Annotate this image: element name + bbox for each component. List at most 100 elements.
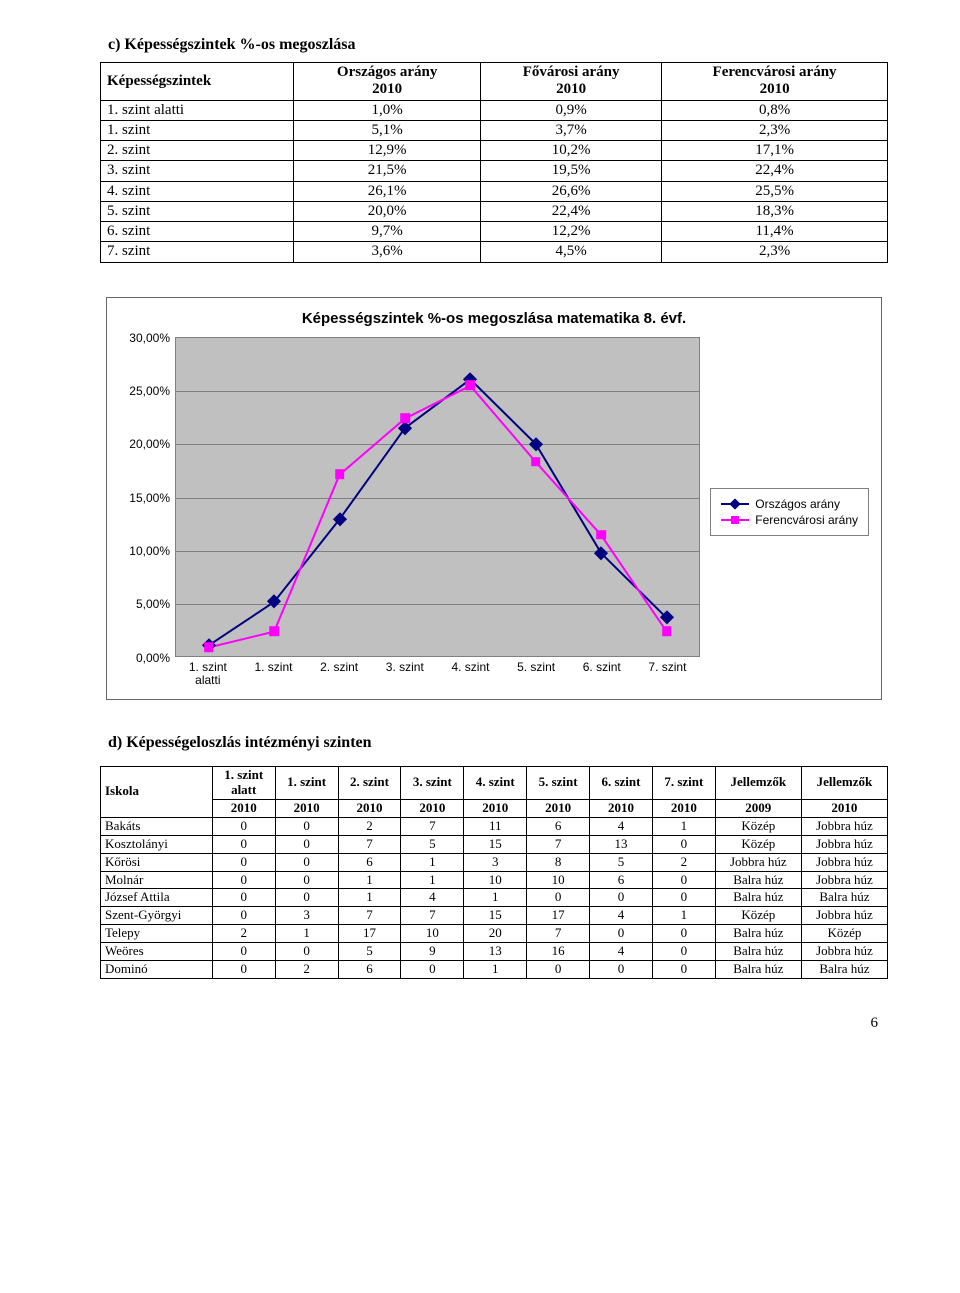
table2-header-bot: 2010 — [464, 799, 527, 817]
table2-cell: 3 — [464, 853, 527, 871]
table2-cell: Balra húz — [715, 889, 801, 907]
table2-cell: 0 — [652, 889, 715, 907]
table2-cell: 1 — [338, 889, 401, 907]
table2-cell: 6 — [527, 817, 590, 835]
table2-cell: Kosztolányi — [101, 835, 213, 853]
table2-cell: 0 — [275, 817, 338, 835]
table2-cell: Szent-Györgyi — [101, 907, 213, 925]
table1-cell: 7. szint — [101, 242, 294, 262]
table2-cell: 1 — [401, 871, 464, 889]
table1-cell: 4. szint — [101, 181, 294, 201]
table2-cell: 0 — [275, 889, 338, 907]
chart-plot: 0,00%5,00%10,00%15,00%20,00%25,00%30,00% — [175, 337, 700, 657]
table2-cell: 15 — [464, 835, 527, 853]
table2-cell: Jobbra húz — [801, 871, 887, 889]
table2-header-bot: 2010 — [590, 799, 653, 817]
table2-cell: Balra húz — [801, 961, 887, 979]
table2-cell: 0 — [652, 943, 715, 961]
section-c-title: c) Képességszintek %-os megoszlása — [108, 36, 888, 54]
table2-cell: 10 — [401, 925, 464, 943]
y-tick-label: 25,00% — [129, 384, 176, 398]
table1-cell: 1. szint — [101, 120, 294, 140]
table2-cell: 0 — [275, 871, 338, 889]
table2-cell: 2 — [652, 853, 715, 871]
table2-cell: Jobbra húz — [801, 907, 887, 925]
table2-cell: 13 — [464, 943, 527, 961]
table-skill-levels: KépességszintekOrszágos arány2010Főváros… — [100, 62, 888, 263]
table2-header-bot: 2010 — [801, 799, 887, 817]
y-tick-label: 5,00% — [136, 597, 176, 611]
table2-header-top: Jellemzők — [715, 766, 801, 799]
table2-header-bot: 2010 — [527, 799, 590, 817]
table2-cell: 0 — [275, 853, 338, 871]
table2-cell: 0 — [590, 925, 653, 943]
table1-cell: 0,8% — [662, 100, 888, 120]
table2-cell: József Attila — [101, 889, 213, 907]
table2-cell: 7 — [527, 835, 590, 853]
table1-cell: 3. szint — [101, 161, 294, 181]
table2-header-bot: 2010 — [212, 799, 275, 817]
table2-cell: 2 — [275, 961, 338, 979]
table2-header-bot: 2010 — [652, 799, 715, 817]
table2-cell: Jobbra húz — [801, 817, 887, 835]
chart-marker — [269, 626, 279, 636]
table2-cell: 10 — [464, 871, 527, 889]
table1-cell: 12,2% — [481, 222, 662, 242]
table1-header: Országos arány2010 — [294, 63, 481, 101]
table2-cell: 0 — [590, 961, 653, 979]
table1-cell: 22,4% — [481, 201, 662, 221]
table2-cell: 0 — [652, 925, 715, 943]
table2-cell: 2 — [212, 925, 275, 943]
table2-cell: Molnár — [101, 871, 213, 889]
table2-cell: Közép — [715, 907, 801, 925]
table2-cell: 1 — [652, 907, 715, 925]
y-tick-label: 10,00% — [129, 544, 176, 558]
table2-cell: Bakáts — [101, 817, 213, 835]
table2-cell: 0 — [212, 943, 275, 961]
chart-marker — [662, 626, 672, 636]
x-tick-label: 2. szint — [306, 661, 372, 687]
table2-cell: 17 — [527, 907, 590, 925]
table2-cell: Balra húz — [715, 925, 801, 943]
table2-cell: 4 — [590, 943, 653, 961]
table1-cell: 19,5% — [481, 161, 662, 181]
table2-cell: Weöres — [101, 943, 213, 961]
x-tick-label: 1. szint — [241, 661, 307, 687]
table2-cell: 4 — [590, 907, 653, 925]
table2-cell: 9 — [401, 943, 464, 961]
chart-area: 0,00%5,00%10,00%15,00%20,00%25,00%30,00%… — [119, 337, 869, 687]
table2-cell: 0 — [212, 853, 275, 871]
table2-cell: 6 — [338, 853, 401, 871]
table1-header: Ferencvárosi arány2010 — [662, 63, 888, 101]
table2-cell: 2 — [338, 817, 401, 835]
table1-cell: 5,1% — [294, 120, 481, 140]
table2-cell: 1 — [401, 853, 464, 871]
table1-cell: 1. szint alatti — [101, 100, 294, 120]
table1-cell: 26,1% — [294, 181, 481, 201]
table2-cell: 7 — [527, 925, 590, 943]
table2-cell: 3 — [275, 907, 338, 925]
table1-cell: 9,7% — [294, 222, 481, 242]
table2-cell: 1 — [275, 925, 338, 943]
table2-header-top: 4. szint — [464, 766, 527, 799]
table2-cell: 1 — [338, 871, 401, 889]
table2-cell: 0 — [212, 889, 275, 907]
chart-marker — [204, 642, 214, 652]
table2-cell: Kőrösi — [101, 853, 213, 871]
table2-header-top: 2. szint — [338, 766, 401, 799]
chart-title: Képességszintek %-os megoszlása matemati… — [119, 310, 869, 327]
chart-x-labels: 1. szintalatti1. szint2. szint3. szint4.… — [175, 661, 700, 687]
table2-cell: Jobbra húz — [801, 853, 887, 871]
table2-header-bot: 2010 — [275, 799, 338, 817]
table1-cell: 2,3% — [662, 242, 888, 262]
table2-cell: 6 — [590, 871, 653, 889]
table-schools: Iskola1. szintalatt1. szint2. szint3. sz… — [100, 766, 888, 979]
table2-header-bot: 2010 — [338, 799, 401, 817]
table2-cell: 0 — [212, 907, 275, 925]
legend-item: Ferencvárosi arány — [721, 513, 858, 527]
table1-cell: 0,9% — [481, 100, 662, 120]
chart-marker — [335, 469, 345, 479]
table2-cell: 8 — [527, 853, 590, 871]
table2-cell: 5 — [590, 853, 653, 871]
chart-marker — [531, 457, 541, 467]
